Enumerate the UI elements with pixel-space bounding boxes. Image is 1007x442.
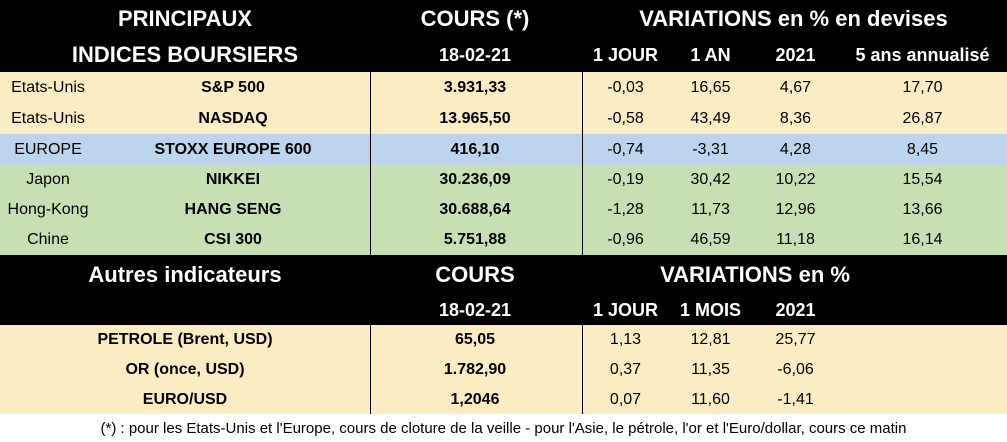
table-row: Hong-Kong HANG SENG 30.688,64 -1,28 11,7… [0,195,1007,226]
header-variations: VARIATIONS en % en devises [639,6,948,31]
var-1-jour: -0,74 [607,140,644,158]
col2-1-jour: 1 JOUR [592,299,659,320]
var-1-jour: -0,03 [607,78,644,96]
footnote: (*) : pour les Etats-Unis et l'Europe, c… [0,414,1007,442]
col-1-jour: 1 JOUR [592,44,659,65]
header2-title: Autres indicateurs [88,262,282,287]
header-title-line1: PRINCIPAUX [117,6,253,31]
header2-row-1: Autres indicateurs COURS VARIATIONS en % [0,255,1007,295]
var-2021: 12,96 [775,201,816,218]
var-1-an: -3,31 [692,140,729,158]
var-2021: 10,22 [775,171,816,188]
indicator-cours: 1.782,90 [443,361,507,378]
var-1-jour: -0,58 [607,109,644,127]
table-row: Japon NIKKEI 30.236,09 -0,19 30,42 10,22… [0,165,1007,196]
var-5-ans: 17,70 [902,78,943,96]
index-name: S&P 500 [201,78,265,96]
var-2021: 25,77 [775,331,816,348]
var-2021: 8,36 [779,109,812,127]
var-1-an: 46,59 [690,231,731,248]
index-name: STOXX EUROPE 600 [154,140,312,158]
index-cours: 5.751,88 [443,231,507,248]
var-1-an: 11,73 [691,201,730,218]
table-row: EURO/USD 1,2046 0,07 11,60 -1,41 [0,385,1007,414]
index-cours: 416,10 [450,140,500,158]
var-1-an: 16,65 [690,78,731,96]
var-1-jour: -0,19 [607,171,644,188]
index-name: NASDAQ [198,109,268,127]
col-1-an: 1 AN [690,44,731,65]
index-name: NIKKEI [205,171,261,188]
var-1-an: 43,49 [690,109,731,127]
table-row: EUROPE STOXX EUROPE 600 416,10 -0,74 -3,… [0,134,1007,166]
var-5-ans: 26,87 [902,109,943,127]
index-cours: 30.236,09 [439,171,511,188]
header2-date: 18-02-21 [438,299,512,320]
header2-row-2: 18-02-21 1 JOUR 1 MOIS 2021 [0,295,1007,325]
index-cours: 13.965,50 [439,109,511,127]
col-5-ans: 5 ans annualisé [855,44,990,65]
var-1-an: 30,42 [690,171,731,188]
region-cell: Japon [26,171,70,188]
header-row-1: PRINCIPAUX COURS (*) VARIATIONS en % en … [0,0,1007,38]
var-5-ans: 16,14 [902,231,943,248]
table-row: Etats-Unis NASDAQ 13.965,50 -0,58 43,49 … [0,103,1007,135]
table-row: Etats-Unis S&P 500 3.931,33 -0,03 16,65 … [0,72,1007,104]
col2-2021: 2021 [775,299,816,320]
var-2021: -6,06 [777,361,814,378]
var-1-mois: 11,60 [691,390,730,408]
header2-variations: VARIATIONS en % [660,262,850,287]
index-name: CSI 300 [204,231,262,248]
var-1-mois: 11,35 [691,361,730,378]
region-cell: Etats-Unis [11,109,85,127]
var-1-mois: 12,81 [690,331,731,348]
indicator-name: OR (once, USD) [125,361,245,378]
index-name: HANG SENG [184,201,282,218]
header2-cours: COURS [435,262,515,287]
var-5-ans: 8,45 [906,140,939,158]
var-2021: 4,28 [779,140,812,158]
var-2021: 4,67 [779,78,812,96]
var-1-jour: 0,07 [609,390,642,408]
var-1-jour: -0,96 [607,231,644,248]
header-date: 18-02-21 [438,44,512,65]
region-cell: Hong-Kong [7,201,89,218]
header-cours: COURS (*) [420,6,530,31]
header-row-2: INDICES BOURSIERS 18-02-21 1 JOUR 1 AN 2… [0,38,1007,72]
table-row: PETROLE (Brent, USD) 65,05 1,13 12,81 25… [0,325,1007,356]
indicator-cours: 1,2046 [450,390,500,408]
var-1-jour: 0,37 [609,361,642,378]
var-1-jour: -1,28 [607,201,644,218]
var-1-jour: 1,13 [609,331,642,348]
col2-1-mois: 1 MOIS [679,299,741,320]
region-cell: EUROPE [14,140,82,158]
indicator-cours: 65,05 [454,331,496,348]
var-2021: -1,41 [777,390,814,408]
var-2021: 11,18 [776,231,815,248]
indicator-name: PETROLE (Brent, USD) [97,331,273,348]
index-cours: 30.688,64 [439,201,511,218]
table-row: Chine CSI 300 5.751,88 -0,96 46,59 11,18… [0,225,1007,255]
col-2021: 2021 [775,44,816,65]
region-cell: Chine [27,231,69,248]
region-cell: Etats-Unis [11,78,85,96]
index-cours: 3.931,33 [443,78,507,96]
var-5-ans: 15,54 [902,171,943,188]
table-row: OR (once, USD) 1.782,90 0,37 11,35 -6,06 [0,355,1007,386]
var-5-ans: 13,66 [902,201,943,218]
header-title-line2: INDICES BOURSIERS [71,42,299,67]
indicator-name: EURO/USD [142,390,228,408]
